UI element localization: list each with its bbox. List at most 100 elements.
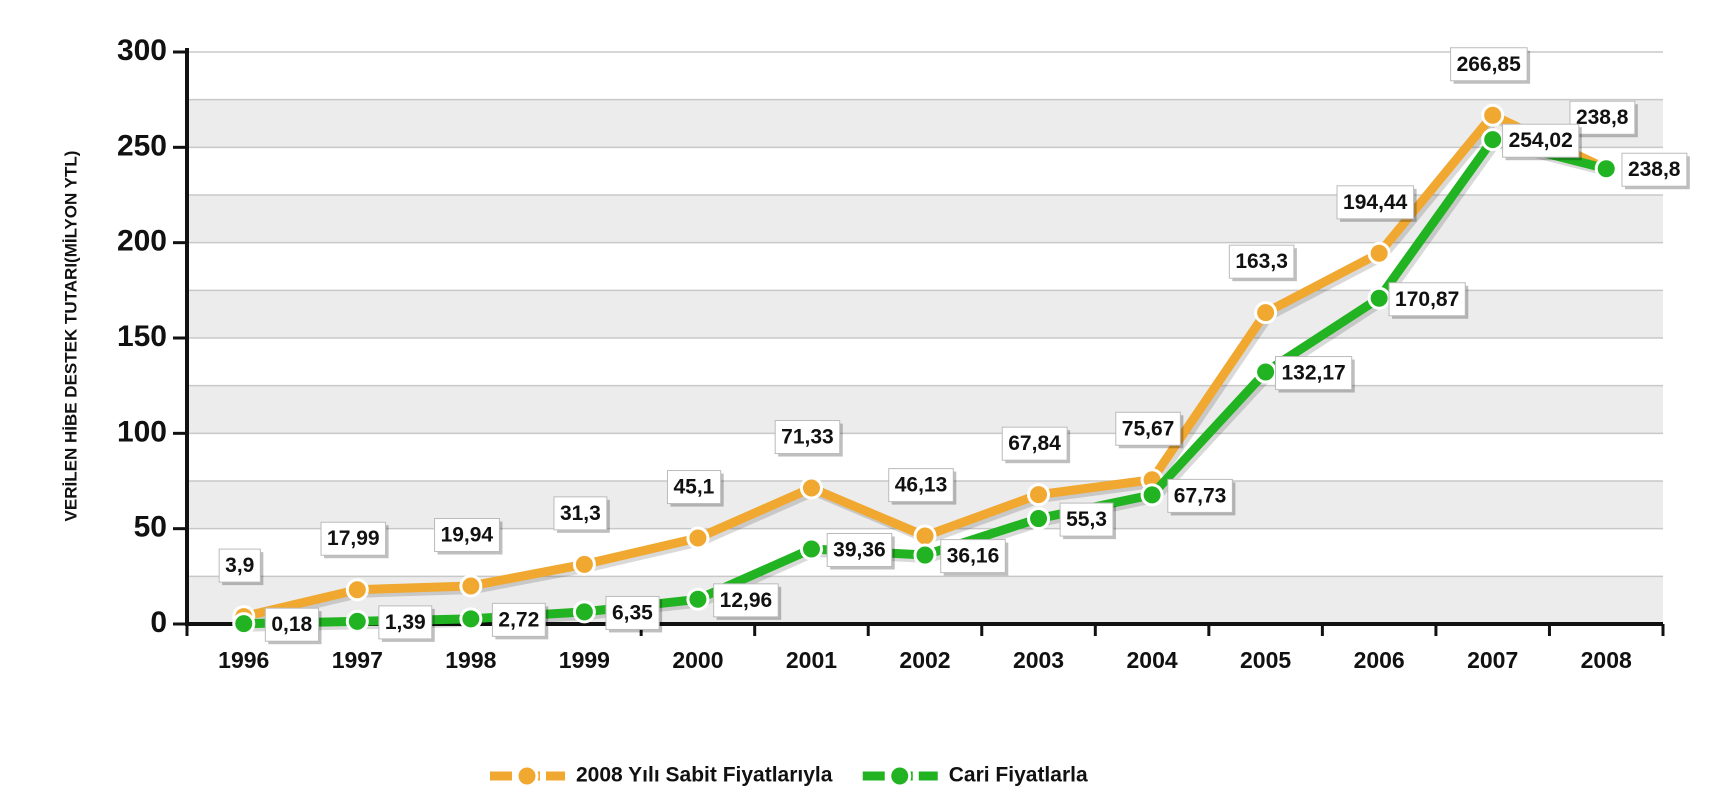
value-label: 19,94 [434,518,503,555]
value-label-text: 46,13 [895,474,948,497]
value-label-text: 238,8 [1576,106,1629,129]
marker [799,476,823,500]
marker [345,578,369,602]
value-label: 31,3 [553,496,610,533]
value-label-text: 36,16 [947,545,1000,568]
marker [1254,301,1278,325]
x-tick-label: 2003 [1013,647,1064,673]
value-label: 170,87 [1388,282,1469,319]
label-box [553,496,608,531]
value-label-text: 163,3 [1235,250,1288,273]
marker [572,552,596,576]
label-box [1450,47,1528,82]
value-label: 45,1 [666,470,724,507]
marker [1254,360,1278,384]
label-box [888,468,954,503]
x-tick-label: 2004 [1126,647,1177,673]
label-box [1274,356,1353,391]
legend-label: Cari Fiyatlarla [949,764,1088,787]
label-box [1059,502,1114,537]
marker [913,543,937,567]
value-label-text: 17,99 [327,527,380,550]
legend-label: 2008 Yılı Sabit Fiyatlarıyla [576,764,833,787]
label-box [1621,152,1688,187]
value-label-text: 254,02 [1509,129,1573,152]
legend-marker [888,764,912,788]
value-label-text: 55,3 [1066,508,1107,531]
x-tick-label: 2007 [1467,647,1518,673]
value-label-text: 238,8 [1628,158,1681,181]
y-tick-label: 50 [134,511,167,544]
x-tick-label: 2006 [1354,647,1405,673]
label-box [1001,426,1068,461]
label-box [1228,244,1295,279]
value-label-text: 194,44 [1343,191,1408,214]
value-label: 75,67 [1115,411,1184,449]
x-tick-label: 1999 [559,647,610,673]
value-label: 2,72 [491,602,549,640]
marker [686,526,710,550]
x-tick-label: 1996 [218,647,269,673]
marker [799,537,823,561]
label-box [218,548,261,583]
value-label: 238,8 [1621,152,1690,190]
x-tick-label: 1997 [332,647,383,673]
y-tick-label: 100 [117,415,167,448]
value-label: 12,96 [713,583,782,620]
band [187,385,1663,434]
y-tick-label: 200 [117,225,167,258]
value-label: 163,3 [1228,244,1297,282]
value-label: 132,17 [1274,356,1355,393]
marker [459,574,483,598]
marker [232,612,256,636]
value-label: 46,13 [888,468,957,505]
marker [1594,157,1618,181]
value-label: 238,8 [1569,100,1638,138]
value-label: 6,35 [605,595,663,633]
marker [913,524,937,548]
label-box [713,583,779,618]
value-label-text: 12,96 [720,589,773,612]
y-tick-label: 150 [117,320,167,353]
value-label: 0,18 [264,607,322,645]
value-label-text: 2,72 [498,608,539,631]
marker [1481,128,1505,152]
marker [1367,241,1391,265]
value-label: 17,99 [320,521,389,559]
marker [1481,103,1505,127]
marker [345,609,369,633]
label-box [378,605,433,640]
marker [1140,483,1164,507]
value-label-text: 3,9 [225,554,254,577]
value-label-text: 0,18 [271,613,312,636]
value-label: 71,33 [774,420,843,457]
label-box [605,595,660,630]
value-label: 36,16 [940,539,1009,576]
label-box [774,420,841,455]
value-label-text: 39,36 [833,539,886,562]
label-box [1115,411,1181,446]
label-box [1336,185,1415,220]
label-box [826,533,893,568]
label-box [1167,478,1233,513]
x-tick-label: 2000 [672,647,723,673]
value-label: 39,36 [826,533,895,570]
value-label-text: 67,73 [1174,484,1227,507]
marker [1367,286,1391,310]
value-label-text: 45,1 [673,476,714,499]
x-tick-label: 1998 [445,647,496,673]
value-label: 266,85 [1450,47,1531,84]
value-label: 254,02 [1502,123,1582,161]
value-label: 3,9 [218,548,264,586]
value-label: 55,3 [1059,502,1116,540]
value-label-text: 266,85 [1457,53,1522,76]
label-box [434,518,500,553]
value-label: 1,39 [378,605,435,642]
label-box [940,539,1006,574]
y-axis-label: VERİLEN HİBE DESTEK TUTARI(MİLYON YTL) [61,151,80,522]
value-label-text: 75,67 [1122,417,1175,440]
y-tick-label: 250 [117,129,167,162]
x-tick-label: 2002 [899,647,950,673]
value-label-text: 6,35 [612,601,653,624]
